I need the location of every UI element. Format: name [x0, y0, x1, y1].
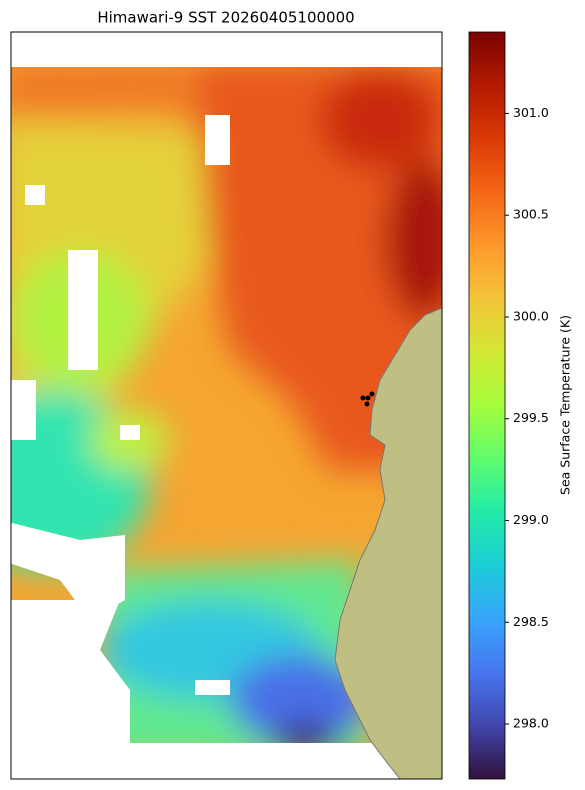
title: Himawari-9 SST 20260405100000 — [97, 9, 354, 27]
colorbar-tick-label: 300.5 — [513, 207, 549, 222]
sst-field — [11, 67, 442, 743]
stations — [360, 391, 375, 407]
colorbar — [468, 31, 506, 780]
colorbar-tick-label: 298.5 — [513, 614, 549, 629]
land — [334, 307, 443, 780]
colorbar-tick-label: 299.0 — [513, 512, 549, 527]
colorbar-tick-label: 298.0 — [513, 716, 549, 731]
colorbar-tick-label: 300.0 — [513, 308, 549, 323]
map-frame — [10, 31, 443, 780]
colorbar-label: Sea Surface Temperature (K) — [558, 315, 573, 495]
colorbar-tick-label: 301.0 — [513, 105, 549, 120]
cloud-mask — [11, 115, 230, 743]
colorbar-tick-label: 299.5 — [513, 410, 549, 425]
